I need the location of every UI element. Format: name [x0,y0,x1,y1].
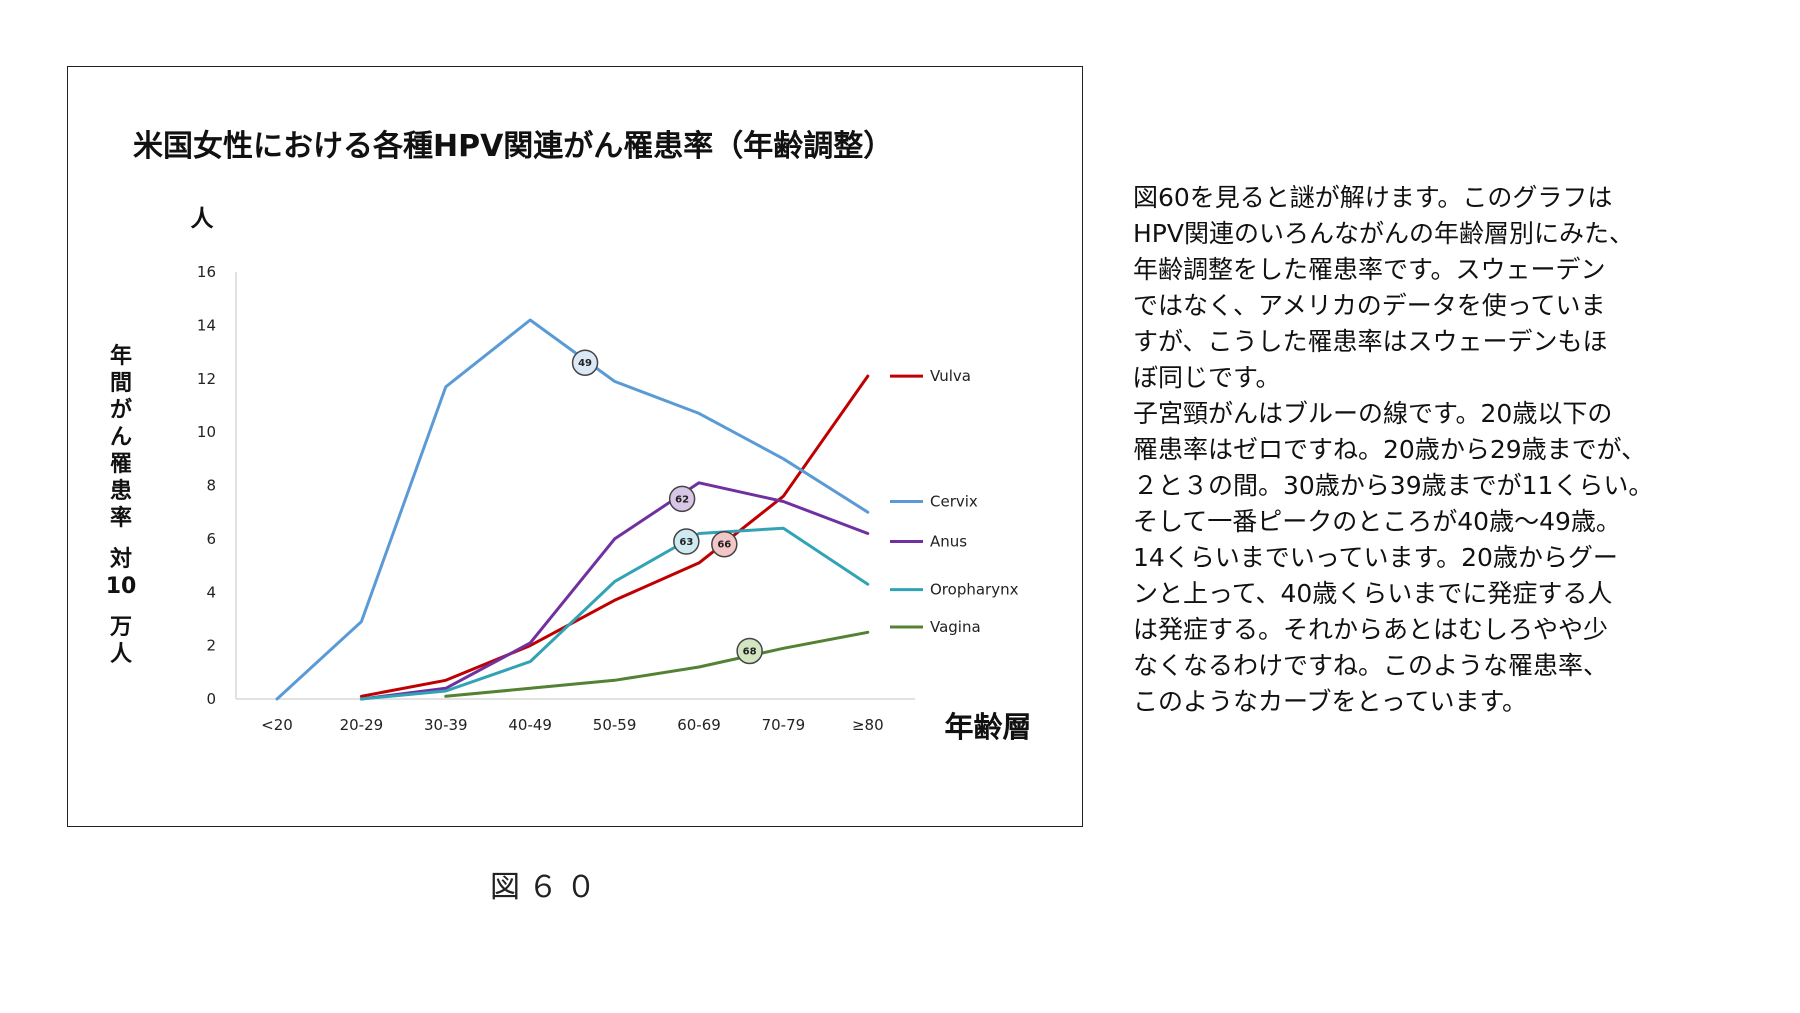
y-tick-label: 14 [197,316,216,334]
x-axis-title: 年齢層 [944,710,1031,744]
y-axis-label-char: 人 [110,642,132,667]
y-axis-label-char: 年 [110,343,132,369]
y-axis-label-char: ん [110,425,132,450]
x-tick-label: 40-49 [508,716,552,734]
description-line: ではなく、アメリカのデータを使っていま [1133,291,1606,320]
description-line: HPV関連のいろんながんの年齢層別にみた、 [1133,219,1634,248]
legend: Vulva Cervix Anus Oropharynx Vagina [890,367,1019,636]
figure-caption: 図６０ [490,870,604,905]
marker-label: 49 [578,358,592,369]
y-tick-label: 0 [206,690,216,708]
y-axis-label-char: 万 [109,615,132,640]
description-text: 図60を見ると謎が解けます。このグラフは HPV関連のいろんながんの年齢層別にみた… [1133,180,1793,720]
series-line-vulva [359,374,870,698]
legend-label-vulva: Vulva [930,367,971,385]
chart-title: 米国女性における各種HPV関連がん罹患率（年齢調整） [133,129,893,164]
x-tick-label: 70-79 [762,716,806,734]
series-line-anus [359,481,870,701]
y-axis-label-char: 10 [106,574,137,599]
description-line: このようなカーブをとっています。 [1133,687,1528,716]
chart-panel: 米国女性における各種HPV関連がん罹患率（年齢調整） 人 年間がん罹患率対 10 万… [67,66,1083,827]
series-line-oropharynx [359,526,870,701]
x-tick-labels: <20 20-29 30-39 40-49 50-59 60-69 70-79 ≥80 [261,716,883,734]
y-axis-label-char: が [110,397,132,423]
description-line: ンと上って、40歳くらいまでに発症する人 [1133,579,1613,608]
y-axis-label-char: 間 [110,371,132,396]
description-line: 図60を見ると謎が解けます。このグラフは [1133,183,1613,212]
x-tick-label: 60-69 [677,716,721,734]
x-tick-label: <20 [261,716,293,734]
description-line: すが、こうした罹患率はスウェーデンもほ [1133,327,1608,356]
y-tick-label: 2 [206,637,216,655]
description-line: 罹患率はゼロですね。20歳から29歳までが、 [1133,435,1647,464]
description-line: ２と３の間。30歳から39歳までが11くらい。 [1133,471,1654,500]
y-axis-label-char: 患 [110,478,132,504]
series-line-vagina [444,630,870,698]
chapter-markers: 49 62 63 66 68 [571,349,763,665]
description-line: は発症する。それからあとはむしろやや少 [1133,615,1609,644]
marker-label: 66 [717,540,731,551]
y-unit-label: 人 [191,206,215,232]
x-tick-label: ≥80 [852,716,884,734]
y-tick-label: 4 [206,583,216,601]
legend-label-cervix: Cervix [930,493,978,511]
series-lines [275,318,870,701]
description-line: そして一番ピークのところが40歳〜49歳。 [1133,507,1621,536]
y-tick-labels: 0 2 4 6 8 10 12 14 16 [197,263,216,708]
description-line: ぼ同じです。 [1133,363,1281,392]
y-axis-label-char: 対 [110,547,132,572]
y-axis-label-char: 率 [110,505,132,531]
y-tick-label: 10 [197,423,216,441]
y-tick-label: 16 [197,263,216,281]
line-chart: 米国女性における各種HPV関連がん罹患率（年齢調整） 人 年間がん罹患率対10万… [106,129,1032,744]
marker-circle [673,528,700,555]
series-line-cervix [275,318,870,701]
x-tick-label: 30-39 [424,716,468,734]
marker-label: 62 [675,494,689,505]
y-tick-label: 12 [197,370,216,388]
marker-circle [736,637,763,665]
y-axis-label-char: 罹 [110,452,132,477]
marker-circle [668,485,696,513]
marker-label: 68 [743,646,757,657]
description-line: 14くらいまでいっています。20歳からグー [1133,543,1618,572]
x-tick-label: 20-29 [340,716,384,734]
marker-circle [711,530,738,558]
y-tick-label: 6 [206,530,216,548]
description-line: 子宮頸がんはブルーの線です。20歳以下の [1133,399,1613,428]
y-tick-label: 8 [206,477,216,495]
x-tick-label: 50-59 [593,716,637,734]
legend-label-anus: Anus [930,533,967,551]
description-line: 年齢調整をした罹患率です。スウェーデン [1133,255,1606,284]
marker-circle [571,349,599,376]
marker-label: 63 [679,537,693,548]
description-line: なくなるわけですね。このような罹患率、 [1133,651,1609,680]
legend-label-vagina: Vagina [930,618,981,636]
legend-label-oropharynx: Oropharynx [930,581,1019,599]
